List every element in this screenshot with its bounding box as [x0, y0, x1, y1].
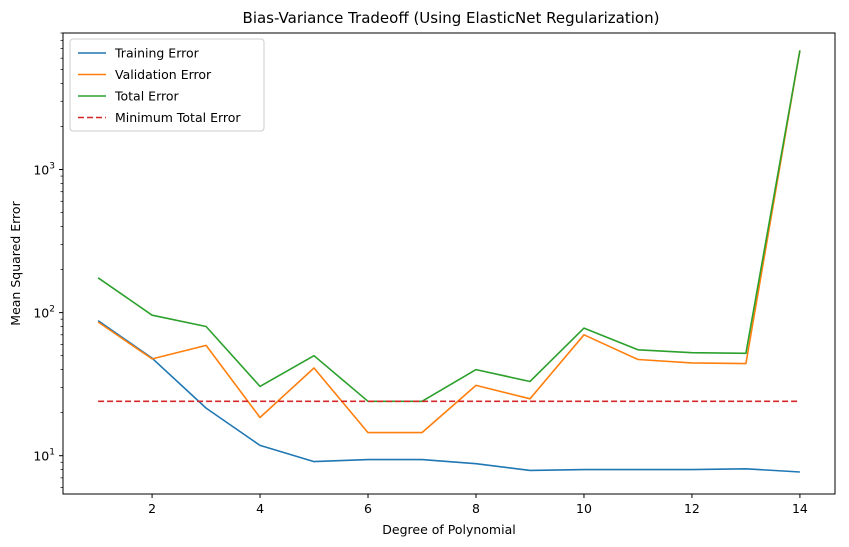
legend-label: Training Error	[114, 46, 200, 61]
x-tick-label: 4	[256, 501, 264, 516]
legend-label: Minimum Total Error	[115, 110, 241, 125]
series-line-total-error	[97, 50, 801, 403]
x-tick-label: 2	[148, 501, 156, 516]
series-line-validation-error	[97, 50, 801, 434]
chart-title: Bias-Variance Tradeoff (Using ElasticNet…	[243, 9, 660, 27]
x-tick-label: 6	[364, 501, 372, 516]
y-tick-label: 101	[33, 448, 55, 464]
legend-box	[69, 38, 265, 132]
x-axis: 2 4 6 8 10 12 14	[148, 494, 808, 516]
x-axis-label: Degree of Polynomial	[382, 522, 515, 537]
legend-label: Total Error	[114, 89, 179, 104]
legend-label: Validation Error	[115, 67, 212, 82]
x-tick-label: 10	[576, 501, 592, 516]
plot-frame	[62, 32, 836, 495]
y-tick-label: 103	[33, 162, 55, 178]
series-layer	[97, 50, 801, 473]
legend: Training Error Validation Error Total Erro…	[69, 38, 265, 132]
y-axis-label: Mean Squared Error	[8, 200, 23, 325]
x-tick-label: 8	[472, 501, 480, 516]
x-tick-label: 14	[792, 501, 808, 516]
y-tick-label: 102	[33, 305, 55, 321]
y-axis: 101 102 103	[33, 32, 63, 488]
x-tick-label: 12	[684, 501, 700, 516]
series-line-training-error	[97, 319, 800, 473]
